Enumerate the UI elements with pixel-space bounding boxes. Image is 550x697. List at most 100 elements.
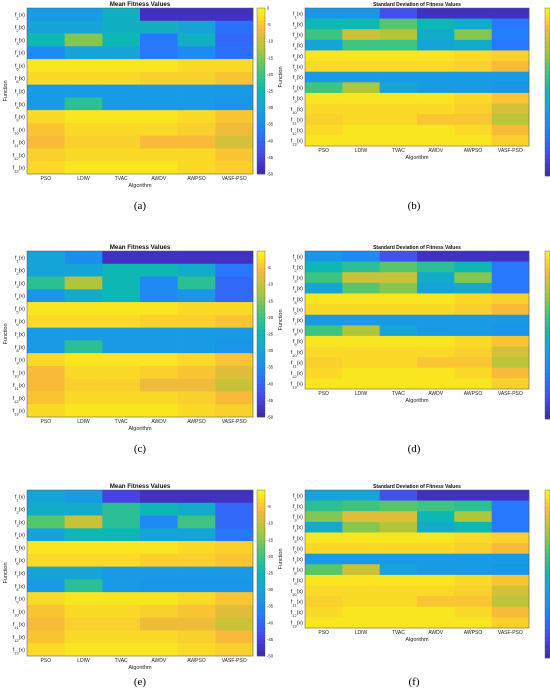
y-tick-label: f2(x) (293, 265, 303, 273)
heatmap-cell (102, 490, 141, 504)
heatmap-cell (102, 404, 141, 418)
heatmap-cell (177, 289, 216, 303)
heatmap-cell (305, 606, 343, 618)
colorbar-segment (545, 523, 550, 529)
heatmap-cell (64, 404, 103, 418)
x-tick-label: LDIW (77, 419, 90, 425)
heatmap-svg: Mean Fitness Values f1(x) f2(x) f3(x) f4(x) f… (3, 1, 274, 189)
y-tick-label: f7(x) (293, 75, 303, 83)
colorbar-segment (545, 624, 550, 629)
heatmap-cell (342, 92, 380, 104)
heatmap-cell (417, 606, 455, 618)
y-tick-label: f4(x) (15, 294, 25, 302)
heatmap-cell (454, 61, 492, 72)
heatmap-cell (454, 293, 492, 305)
heatmap-cell (454, 39, 492, 51)
y-axis-label: Function (278, 309, 284, 330)
y-tick-label: f5(x) (15, 63, 25, 71)
heatmap-cell (27, 630, 65, 644)
colorbar-segment (257, 95, 265, 100)
panel-caption-e: (e) (133, 676, 147, 688)
colorbar-segment (257, 614, 265, 619)
heatmap-cell (379, 272, 418, 284)
heatmap-cell (491, 29, 530, 41)
heatmap-cell (102, 515, 141, 529)
heatmap-cell (342, 103, 380, 115)
x-tick-label: TVAC (392, 148, 405, 154)
heatmap-cell (102, 630, 141, 644)
colorbar-segment (545, 611, 550, 617)
heatmap-cell (342, 304, 380, 315)
colorbar-segment (545, 339, 550, 344)
colorbar-segment (257, 169, 265, 175)
y-tick-label: f1(x) (15, 255, 25, 263)
colorbar-segment (545, 267, 550, 273)
colorbar-segment (545, 414, 550, 420)
colorbar-segment (545, 288, 550, 294)
colorbar-segment (545, 553, 550, 558)
heatmap-cell (27, 20, 65, 34)
heatmap-cell (27, 643, 65, 657)
y-tick-label: f1(x) (293, 493, 303, 501)
colorbar-segment (545, 502, 550, 508)
colorbar-segment (257, 8, 265, 13)
x-tick-label: AWDV (151, 419, 166, 425)
heatmap-cell (342, 606, 380, 618)
colorbar-segment (257, 267, 265, 273)
heatmap-cell (102, 643, 141, 657)
y-tick-label: f11(x) (291, 117, 303, 125)
heatmap-cell (177, 553, 216, 567)
heatmap-cell (140, 84, 178, 98)
heatmap-cell (454, 251, 492, 262)
colorbar-frame (256, 489, 266, 657)
colorbar-segment (545, 343, 550, 348)
colorbar-segment (257, 284, 265, 289)
heatmap-cell (64, 502, 103, 516)
colorbar-segment (545, 385, 550, 390)
colorbar-segment (545, 368, 550, 374)
colorbar-segment (257, 259, 265, 264)
heatmap-cell (379, 261, 418, 273)
colorbar-segment (545, 637, 550, 642)
y-tick-label: f5(x) (15, 545, 25, 553)
colorbar-segment (257, 16, 265, 21)
heatmap-cell (177, 404, 216, 418)
panel-c-mean-heatmap: Mean Fitness Values f1(x) f2(x) f3(x) f4(x) f… (0, 243, 275, 463)
y-tick-label: f5(x) (293, 536, 303, 544)
heatmap-cell (140, 566, 178, 580)
colorbar-segment (545, 410, 550, 416)
heatmap-cell (27, 353, 65, 367)
colorbar-tick-label: -20 (267, 72, 274, 77)
colorbar-segment (545, 113, 550, 118)
heatmap-cell (140, 276, 178, 290)
x-tick-label: PSO (318, 630, 329, 636)
colorbar-tick-label: -45 (267, 155, 274, 160)
chart-title: Mean Fitness Values (110, 244, 171, 251)
heatmap-cell (417, 251, 455, 262)
heatmap-cell (305, 596, 343, 608)
heatmap-cell (215, 161, 254, 175)
heatmap-cell (417, 325, 455, 337)
colorbar-segment (257, 66, 265, 71)
colorbar-segment (257, 37, 265, 42)
heatmap-cell (215, 353, 254, 367)
heatmap-cell (27, 135, 65, 149)
heatmap-cell (342, 50, 380, 62)
heatmap-cell (379, 617, 418, 629)
heatmap-cell (177, 71, 216, 85)
heatmap-cell (491, 564, 530, 576)
colorbar-segment (257, 313, 265, 318)
heatmap-cell (177, 378, 216, 392)
colorbar-segment (545, 79, 550, 84)
heatmap-cell (102, 20, 141, 34)
x-tick-label: VASF-PSO (222, 419, 247, 425)
heatmap-cell (177, 643, 216, 657)
x-tick-label: LDIW (355, 391, 368, 397)
heatmap-cell (305, 29, 343, 41)
heatmap-cell (491, 8, 530, 19)
colorbar-segment (545, 54, 550, 59)
heatmap-cell (102, 528, 141, 542)
y-tick-label: f9(x) (15, 597, 25, 605)
heatmap-cell (417, 272, 455, 284)
y-tick-label: f2(x) (15, 25, 25, 33)
